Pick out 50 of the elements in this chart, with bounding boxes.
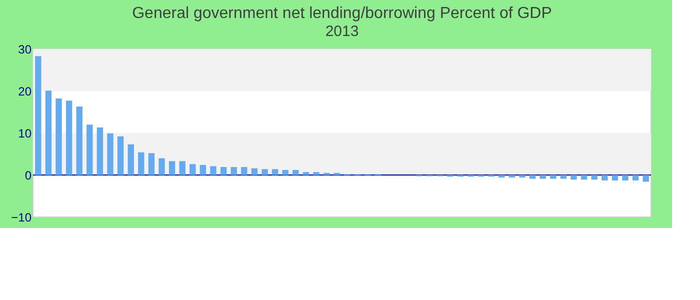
bar: [508, 175, 516, 178]
bar: [519, 175, 526, 178]
bar: [179, 161, 186, 175]
bar: [96, 128, 104, 175]
bar: [241, 167, 248, 175]
bar: [148, 153, 155, 175]
bar: [45, 90, 52, 175]
bar: [56, 98, 62, 175]
bar: [262, 169, 268, 175]
bar: [302, 172, 310, 175]
y-tick-label: 10: [18, 126, 32, 140]
bar: [622, 175, 628, 180]
bar: [86, 124, 93, 175]
bar: [117, 136, 124, 175]
bar: [560, 175, 567, 179]
bar: [138, 152, 144, 175]
bar: [168, 161, 176, 175]
y-tick-label: 30: [18, 42, 32, 56]
bar: [632, 175, 639, 180]
bar: [158, 158, 165, 175]
y-tick-label: 0: [24, 168, 32, 182]
bar: [230, 167, 237, 175]
bar: [550, 175, 556, 179]
bar: [35, 56, 42, 175]
bar: [540, 175, 546, 179]
bar: [66, 100, 72, 175]
bar: [642, 175, 649, 182]
bar: [210, 166, 216, 175]
bar: [282, 170, 288, 175]
chart-subtitle: 2013: [325, 23, 359, 40]
y-tick-label: −10: [11, 210, 32, 224]
bar: [602, 175, 608, 180]
bar: [272, 169, 278, 175]
bar: [220, 167, 227, 175]
bar: [251, 168, 258, 175]
chart-title: General government net lending/borrowing Percent of GDP: [132, 5, 552, 22]
bar: [570, 175, 577, 180]
bar: [128, 144, 134, 175]
bar: [200, 164, 206, 175]
bar: [107, 133, 114, 175]
bar: [190, 164, 196, 175]
bar: [76, 106, 82, 175]
bar: [292, 170, 299, 175]
bar: [580, 175, 588, 180]
bar: [591, 175, 598, 180]
bar: [529, 175, 536, 179]
y-tick-label: 20: [18, 84, 32, 98]
bar: [313, 172, 320, 175]
bar: [612, 175, 618, 180]
bar: [498, 175, 505, 178]
